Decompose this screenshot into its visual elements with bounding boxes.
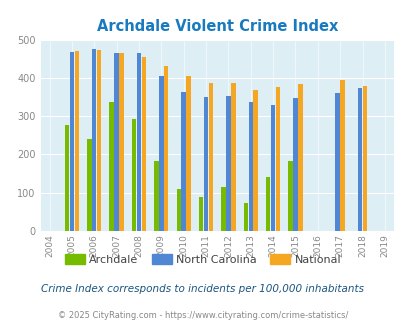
Bar (114, 52, 119, 231)
Bar (186, 76, 190, 231)
Bar (253, 90, 257, 231)
Bar (92, 49, 96, 231)
Bar (154, 161, 158, 231)
Bar (109, 102, 114, 231)
Bar (230, 83, 235, 231)
Bar (70, 52, 74, 231)
Bar (181, 92, 185, 231)
Bar (270, 106, 275, 231)
Text: Crime Index corresponds to incidents per 100,000 inhabitants: Crime Index corresponds to incidents per… (41, 284, 364, 294)
Bar (176, 189, 181, 231)
Bar (203, 97, 208, 231)
Bar (292, 98, 297, 231)
Title: Archdale Violent Crime Index: Archdale Violent Crime Index (96, 19, 337, 34)
Bar (136, 53, 141, 231)
Bar (75, 51, 79, 231)
Bar (288, 161, 292, 231)
Text: © 2025 CityRating.com - https://www.cityrating.com/crime-statistics/: © 2025 CityRating.com - https://www.city… (58, 312, 347, 320)
Bar (164, 66, 168, 231)
Bar (141, 57, 146, 231)
Bar (226, 96, 230, 231)
Bar (208, 83, 213, 231)
Bar (119, 52, 124, 231)
Bar (335, 93, 339, 231)
Bar (159, 76, 163, 231)
Bar (265, 178, 270, 231)
Legend: Archdale, North Carolina, National: Archdale, North Carolina, National (60, 250, 345, 269)
Bar (198, 197, 203, 231)
Bar (357, 88, 361, 231)
Bar (339, 80, 344, 231)
Bar (275, 87, 279, 231)
Bar (65, 125, 69, 231)
Bar (297, 84, 302, 231)
Bar (243, 203, 247, 231)
Bar (362, 86, 366, 231)
Bar (132, 119, 136, 231)
Bar (87, 139, 91, 231)
Bar (97, 50, 101, 231)
Bar (248, 102, 252, 231)
Bar (221, 187, 225, 231)
